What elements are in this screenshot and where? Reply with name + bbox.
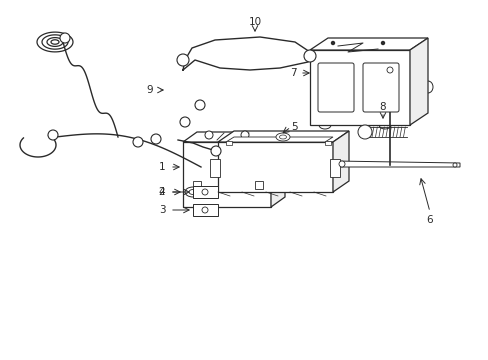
Circle shape bbox=[202, 207, 207, 213]
Bar bbox=[193, 204, 218, 216]
Polygon shape bbox=[225, 137, 332, 142]
Bar bbox=[218, 142, 332, 192]
Text: 7: 7 bbox=[289, 68, 296, 78]
Circle shape bbox=[381, 41, 384, 45]
Circle shape bbox=[241, 131, 248, 139]
Bar bbox=[183, 142, 270, 207]
Bar bbox=[329, 159, 339, 177]
Text: 1: 1 bbox=[159, 162, 165, 172]
Circle shape bbox=[133, 137, 142, 147]
Ellipse shape bbox=[184, 187, 201, 197]
Circle shape bbox=[151, 134, 161, 144]
Text: 5: 5 bbox=[291, 122, 298, 132]
Text: 9: 9 bbox=[146, 85, 153, 95]
Bar bbox=[209, 159, 220, 177]
Circle shape bbox=[386, 67, 392, 73]
Circle shape bbox=[177, 54, 189, 66]
Circle shape bbox=[60, 33, 70, 43]
Polygon shape bbox=[270, 132, 285, 207]
Ellipse shape bbox=[275, 133, 289, 141]
Circle shape bbox=[338, 161, 345, 167]
FancyBboxPatch shape bbox=[317, 63, 353, 112]
Text: 6: 6 bbox=[426, 215, 432, 225]
Polygon shape bbox=[183, 132, 285, 142]
Ellipse shape bbox=[357, 125, 371, 139]
Circle shape bbox=[452, 163, 456, 167]
Circle shape bbox=[304, 50, 315, 62]
Polygon shape bbox=[218, 131, 348, 142]
Bar bbox=[193, 186, 218, 198]
Circle shape bbox=[210, 146, 221, 156]
Circle shape bbox=[331, 41, 334, 45]
Bar bbox=[254, 181, 263, 189]
Polygon shape bbox=[334, 161, 459, 167]
Bar bbox=[325, 141, 330, 145]
Polygon shape bbox=[309, 38, 427, 50]
Circle shape bbox=[180, 117, 190, 127]
Text: 3: 3 bbox=[159, 205, 165, 215]
Polygon shape bbox=[409, 38, 427, 125]
Text: 10: 10 bbox=[248, 17, 261, 27]
Ellipse shape bbox=[189, 189, 197, 194]
Circle shape bbox=[202, 189, 207, 195]
Bar bbox=[225, 141, 231, 145]
Text: 2: 2 bbox=[159, 187, 165, 197]
Ellipse shape bbox=[279, 135, 286, 139]
Circle shape bbox=[204, 131, 213, 139]
Text: 4: 4 bbox=[159, 187, 165, 197]
Circle shape bbox=[195, 100, 204, 110]
Bar bbox=[309, 50, 409, 125]
Bar bbox=[193, 181, 201, 189]
Polygon shape bbox=[332, 131, 348, 192]
Circle shape bbox=[48, 130, 58, 140]
Text: 8: 8 bbox=[379, 102, 386, 112]
FancyBboxPatch shape bbox=[362, 63, 398, 112]
